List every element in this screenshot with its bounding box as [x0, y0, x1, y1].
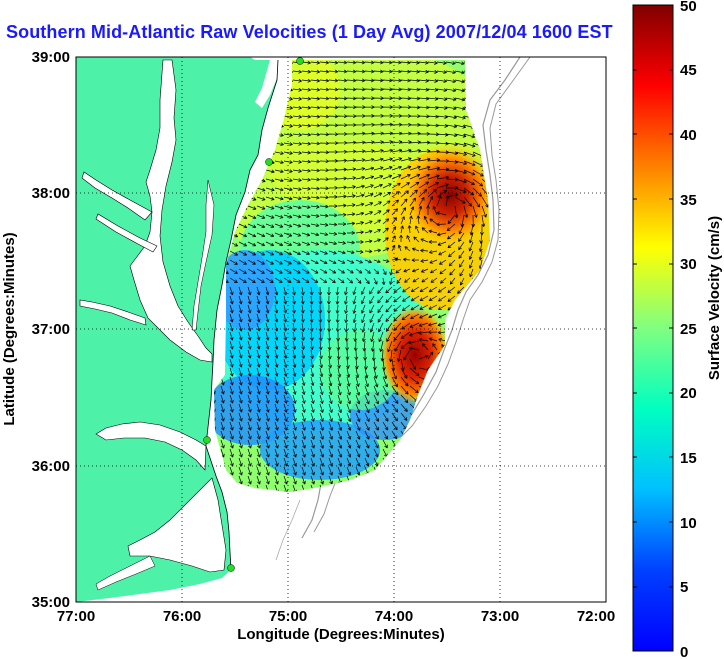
- radar-station-marker: [265, 158, 273, 166]
- map-title: Southern Mid-Atlantic Raw Velocities (1 …: [6, 22, 613, 42]
- radar-station-marker: [203, 436, 211, 444]
- colorbar-tick-label: 10: [680, 515, 697, 532]
- colorbar-tick-label: 15: [680, 450, 697, 467]
- y-tick-label: 37:00: [32, 321, 70, 338]
- chesapeake-bay: [129, 59, 213, 363]
- y-tick-label: 35:00: [32, 594, 70, 611]
- y-tick-label: 39:00: [32, 49, 70, 66]
- colorbar-tick-label: 40: [680, 127, 697, 144]
- colorbar-tick-label: 0: [680, 644, 688, 659]
- colorbar-tick-label: 30: [680, 256, 697, 273]
- x-tick-label: 75:00: [269, 608, 307, 625]
- radar-station-marker: [296, 57, 304, 65]
- colorbar-tick-label: 45: [680, 62, 697, 79]
- colorbar-label: Surface Velocity (cm/s): [706, 216, 723, 380]
- eastern-shore-channel: [191, 179, 215, 331]
- albemarle-sound: [95, 421, 207, 471]
- colorbar-tick-label: 5: [680, 579, 688, 596]
- x-tick-label: 72:00: [577, 608, 615, 625]
- y-tick-label: 38:00: [32, 185, 70, 202]
- x-tick-labels: 77:00 76:00 75:00 74:00 73:00 72:00: [57, 608, 615, 625]
- rappahannock-river: [95, 213, 158, 253]
- neuse-river: [95, 555, 156, 591]
- grid-lines: [76, 57, 606, 602]
- radar-station-marker: [227, 564, 235, 572]
- james-river: [79, 299, 147, 326]
- colorbar-ticks: [633, 69, 673, 652]
- x-tick-label: 73:00: [481, 608, 519, 625]
- colorbar-tick-label: 20: [680, 385, 697, 402]
- coastline: [205, 59, 279, 571]
- colorbar: [632, 4, 674, 652]
- colorbar-tick-label: 50: [680, 0, 697, 15]
- x-axis-label: Longitude (Degrees:Minutes): [237, 626, 445, 643]
- y-tick-labels: 39:00 38:00 37:00 36:00 35:00: [32, 49, 70, 611]
- x-tick-label: 77:00: [57, 608, 95, 625]
- colorbar-tick-label: 35: [680, 192, 697, 209]
- delaware-bay: [255, 60, 279, 108]
- colorbar-tick-labels: 0 5 10 15 20 25 30 35 40 45 50: [680, 0, 697, 659]
- y-axis-label: Latitude (Degrees:Minutes): [1, 232, 18, 425]
- colorbar-tick-label: 25: [680, 321, 697, 338]
- x-tick-label: 76:00: [163, 608, 201, 625]
- y-tick-label: 36:00: [32, 458, 70, 475]
- plot-frame: [75, 56, 607, 603]
- x-tick-label: 74:00: [375, 608, 413, 625]
- bathymetry-contour-3: [275, 499, 301, 561]
- potomac-river: [81, 171, 153, 221]
